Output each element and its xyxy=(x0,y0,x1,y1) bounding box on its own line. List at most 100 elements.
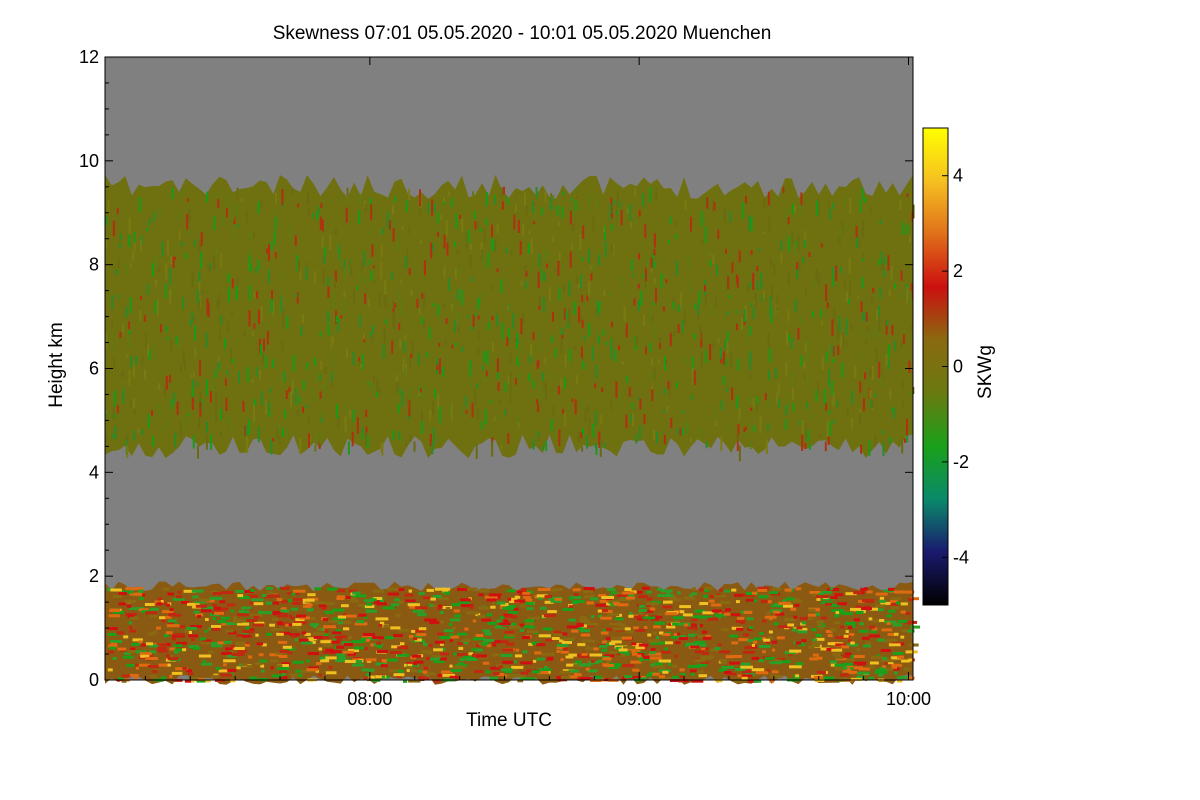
heatmap-cell xyxy=(269,653,282,657)
heatmap-cell xyxy=(537,360,540,367)
heatmap-cell xyxy=(785,362,788,376)
heatmap-cell xyxy=(133,242,136,251)
heatmap-cell xyxy=(643,414,646,425)
heatmap-cell xyxy=(296,292,299,304)
heatmap-cell xyxy=(841,612,853,616)
heatmap-cell xyxy=(824,441,827,452)
heatmap-cell xyxy=(379,621,385,625)
heatmap-cell xyxy=(879,219,882,224)
heatmap-cell xyxy=(184,679,192,683)
heatmap-cell xyxy=(525,204,528,215)
heatmap-cell xyxy=(437,657,447,661)
heatmap-cell xyxy=(901,381,904,389)
heatmap-cell xyxy=(458,311,461,321)
heatmap-cell xyxy=(258,653,264,657)
heatmap-cell xyxy=(314,431,317,444)
heatmap-cell xyxy=(799,616,812,620)
heatmap-cell xyxy=(877,305,880,323)
heatmap-cell xyxy=(238,596,250,599)
heatmap-cell xyxy=(754,637,762,641)
heatmap-cell xyxy=(334,635,348,639)
heatmap-cell xyxy=(192,646,201,650)
heatmap-cell xyxy=(412,629,425,633)
heatmap-cell xyxy=(690,645,700,649)
heatmap-cell xyxy=(726,338,729,354)
heatmap-cell xyxy=(766,600,772,604)
heatmap-cell xyxy=(519,623,529,627)
heatmap-cell xyxy=(191,679,195,683)
heatmap-cell xyxy=(392,228,395,242)
heatmap-cell xyxy=(224,647,233,651)
heatmap-cell xyxy=(307,192,310,206)
heatmap-cell xyxy=(348,649,359,652)
heatmap-cell xyxy=(159,324,162,333)
heatmap-cell xyxy=(827,436,830,445)
heatmap-cell xyxy=(418,669,422,673)
heatmap-cell xyxy=(187,602,200,606)
heatmap-cell xyxy=(655,187,658,201)
heatmap-cell xyxy=(750,302,753,307)
heatmap-cell xyxy=(348,260,351,266)
heatmap-cell xyxy=(477,221,480,228)
colorbar-label: SKWg xyxy=(975,345,996,399)
heatmap-cell xyxy=(827,343,830,356)
heatmap-cell xyxy=(277,622,283,626)
heatmap-cell xyxy=(144,369,146,380)
heatmap-cell xyxy=(431,401,434,416)
heatmap-cell xyxy=(859,413,862,426)
heatmap-cell xyxy=(248,285,251,301)
heatmap-cell xyxy=(170,256,173,265)
heatmap-cell xyxy=(558,429,561,447)
heatmap-cell xyxy=(278,302,281,317)
heatmap-cell xyxy=(409,605,416,609)
heatmap-cell xyxy=(569,597,573,601)
heatmap-cell xyxy=(679,668,685,672)
heatmap-cell xyxy=(861,607,872,610)
heatmap-cell xyxy=(679,428,682,436)
heatmap-cell xyxy=(279,649,289,653)
heatmap-cell xyxy=(153,344,156,359)
heatmap-cell xyxy=(581,652,588,656)
heatmap-cell xyxy=(417,613,427,617)
heatmap-cell xyxy=(851,390,853,405)
heatmap-cell xyxy=(536,643,546,647)
heatmap-cell xyxy=(525,281,527,289)
heatmap-cell xyxy=(156,602,163,606)
heatmap-cell xyxy=(392,429,395,441)
heatmap-cell xyxy=(887,344,890,358)
heatmap-cell xyxy=(486,644,492,648)
heatmap-cell xyxy=(538,305,541,310)
heatmap-cell xyxy=(412,609,425,613)
heatmap-cell xyxy=(364,293,367,305)
heatmap-cell xyxy=(182,349,185,363)
heatmap-cell xyxy=(236,277,239,286)
heatmap-cell xyxy=(280,600,288,604)
heatmap-cell xyxy=(319,656,330,660)
heatmap-cell xyxy=(472,637,485,641)
heatmap-cell xyxy=(827,199,830,208)
heatmap-cell xyxy=(579,316,582,321)
heatmap-cell xyxy=(609,650,618,654)
heatmap-cell xyxy=(719,601,730,604)
heatmap-cell xyxy=(634,652,645,656)
heatmap-cell xyxy=(769,296,772,313)
heatmap-cell xyxy=(870,607,878,611)
heatmap-cell xyxy=(565,655,574,659)
heatmap-cell xyxy=(679,673,686,676)
heatmap-cell xyxy=(245,425,248,436)
heatmap-cell xyxy=(258,610,262,614)
heatmap-cell xyxy=(506,589,516,593)
heatmap-cell xyxy=(798,420,801,426)
heatmap-cell xyxy=(678,679,684,683)
heatmap-cell xyxy=(281,427,284,437)
heatmap-cell xyxy=(379,227,381,239)
heatmap-cell xyxy=(276,667,290,671)
heatmap-cell xyxy=(720,594,727,598)
heatmap-cell xyxy=(258,309,261,324)
heatmap-cell xyxy=(790,338,793,350)
heatmap-cell xyxy=(879,599,886,603)
heatmap-cell xyxy=(720,435,723,451)
heatmap-cell xyxy=(602,227,605,233)
heatmap-cell xyxy=(172,256,175,268)
heatmap-cell xyxy=(399,299,402,316)
